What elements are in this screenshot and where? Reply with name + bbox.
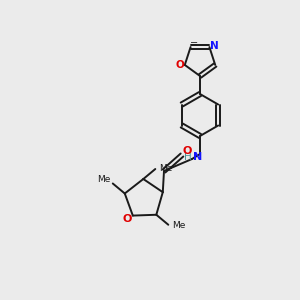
Text: O: O	[176, 60, 184, 70]
Text: Me: Me	[172, 221, 186, 230]
Text: N: N	[210, 41, 219, 51]
Text: Me: Me	[159, 164, 173, 172]
Text: =: =	[190, 39, 198, 49]
Text: N: N	[194, 152, 202, 162]
Text: O: O	[122, 214, 131, 224]
Text: H: H	[184, 152, 192, 162]
Text: Me: Me	[98, 175, 111, 184]
Text: O: O	[182, 146, 192, 156]
